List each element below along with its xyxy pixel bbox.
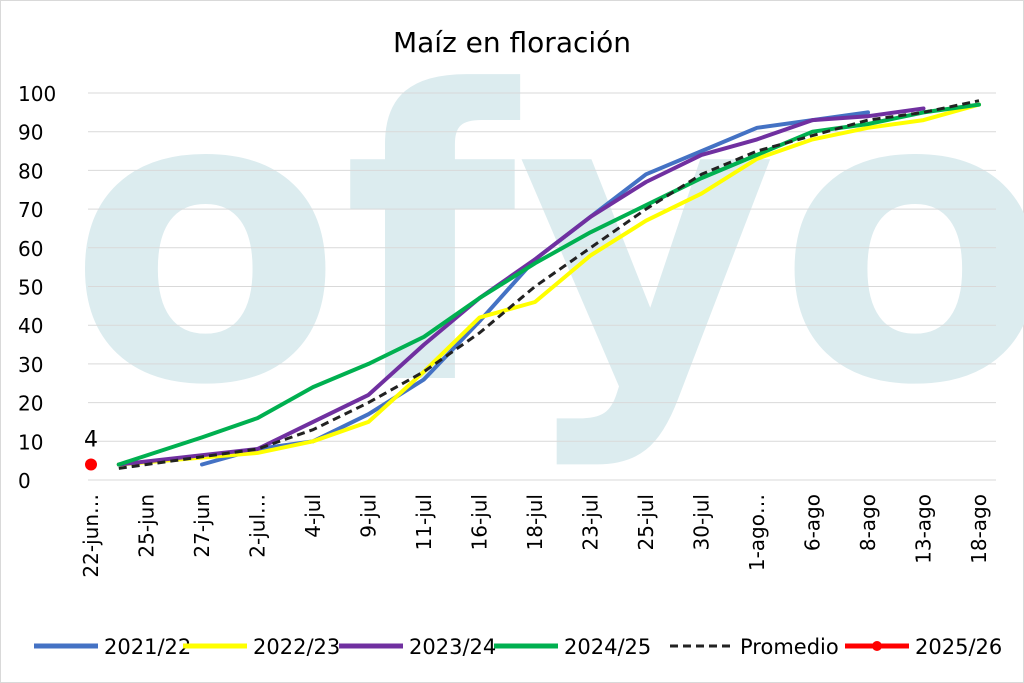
chart-title: Maíz en floración: [393, 26, 631, 59]
x-tick-label: 27-jun: [190, 494, 214, 558]
y-tick-label: 10: [18, 430, 43, 454]
legend-label: 2022/23: [253, 635, 340, 659]
x-tick-label: 18-jul: [523, 494, 547, 550]
legend-label: Promedio: [740, 635, 839, 659]
y-tick-label: 20: [18, 392, 43, 416]
x-tick-label: 25-jul: [634, 494, 658, 550]
x-tick-label: 11-jul: [412, 494, 436, 550]
y-tick-label: 70: [18, 198, 43, 222]
legend-label: 2025/26: [915, 635, 1002, 659]
data-label: 4: [84, 428, 98, 453]
x-tick-label: 25-jun: [135, 494, 159, 558]
x-tick-label: 13-ago: [912, 494, 936, 564]
x-tick-label: 1-ago…: [745, 494, 769, 571]
y-tick-label: 30: [18, 353, 43, 377]
legend-label: 2023/24: [409, 635, 496, 659]
x-tick-label: 9-jul: [357, 494, 381, 538]
x-tick-label: 30-jul: [690, 494, 714, 550]
series-line-Promedio: [118, 99, 980, 470]
legend-label: 2021/22: [104, 635, 191, 659]
x-tick-label: 23-jul: [579, 494, 603, 550]
y-tick-label: 90: [18, 121, 43, 145]
y-tick-label: 60: [18, 237, 43, 261]
y-tick-label: 50: [18, 276, 43, 300]
legend-label: 2024/25: [564, 635, 651, 659]
y-tick-label: 80: [18, 159, 43, 183]
series-line-2023/24: [116, 106, 926, 467]
series-line-2022/23: [116, 102, 981, 467]
x-tick-label: 2-jul…: [246, 494, 270, 558]
watermark-text: ofyo: [68, 8, 1024, 473]
x-tick-label: 4-jul: [301, 494, 325, 538]
x-tick-label: 22-jun…: [79, 494, 103, 578]
legend-marker: [872, 641, 882, 651]
x-tick-label: 16-jul: [468, 494, 492, 550]
gridlines: [88, 92, 996, 481]
watermark: ofyo: [68, 8, 1024, 473]
y-tick-label: 100: [18, 82, 56, 106]
x-tick-label: 18-ago: [967, 494, 991, 564]
y-tick-label: 40: [18, 314, 43, 338]
x-axis: 22-jun… 25-jun 27-jun 2-jul… 4-jul 9-jul 11-ju…: [79, 494, 991, 578]
x-tick-label: 6-ago: [801, 494, 825, 551]
data-point-2025/26: [85, 458, 97, 471]
x-tick-label: 8-ago: [856, 494, 880, 551]
series-lines: 4: [84, 99, 981, 471]
legend: 2021/22 2022/23 2023/24 2024/25 Promedio 2025…: [34, 635, 1002, 659]
y-axis: 0 10 20 30 40 50 60 70 80 90 100: [18, 82, 56, 493]
y-tick-label: 0: [18, 469, 31, 493]
